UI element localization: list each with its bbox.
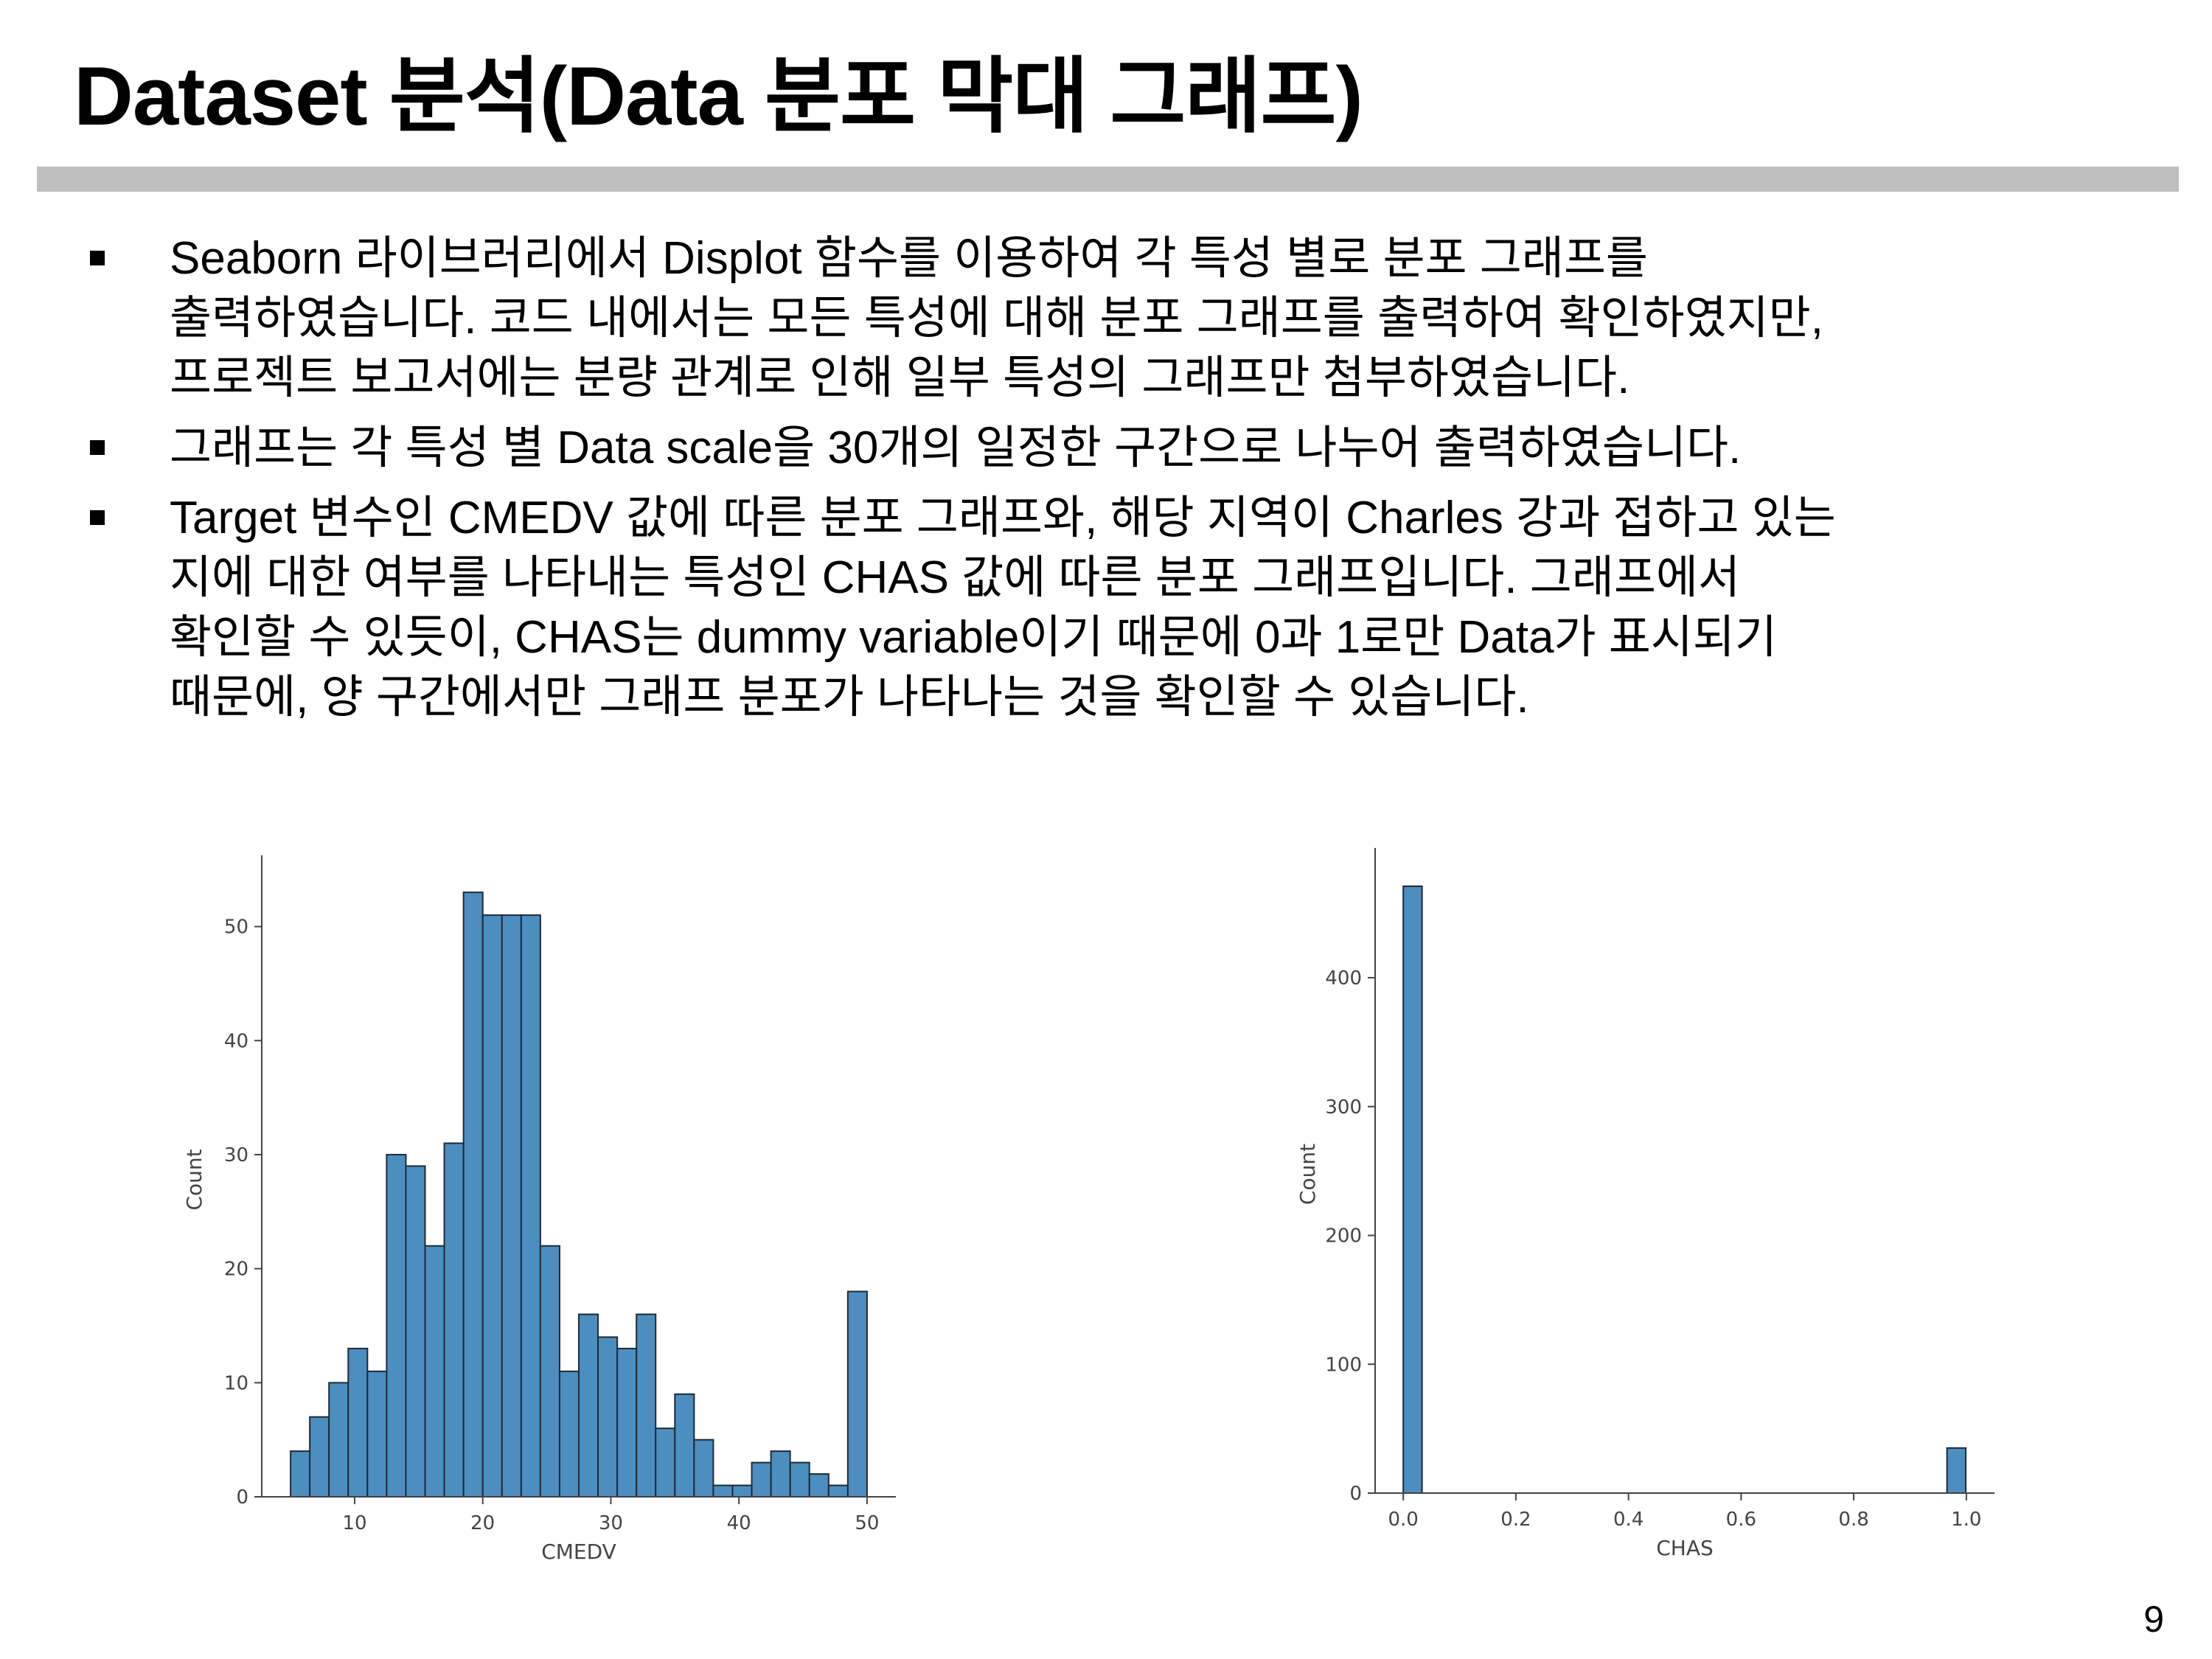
histogram-bar — [636, 1313, 657, 1498]
bullet-marker — [90, 251, 105, 265]
bullet-line: Target 변수인 CMEDV 값에 따른 분포 그래프와, 해당 지역이 C… — [170, 493, 1836, 543]
histogram-bar — [558, 1370, 580, 1498]
cmedv-histogram: 0 10 20 30 40 50 10 20 30 40 50 CMEDV Count — [182, 855, 896, 1564]
bullet-line: Seaborn 라이브러리에서 Displot 함수를 이용하여 각 특성 별로… — [170, 233, 1648, 284]
y-tick-label: 200 — [1325, 1225, 1362, 1248]
bullet-list: Seaborn 라이브러리에서 Displot 함수를 이용하여 각 특성 별로… — [81, 229, 2146, 737]
histogram-bar — [290, 1450, 311, 1498]
x-tick-label: 0.2 — [1500, 1509, 1531, 1531]
x-tick-label: 1.0 — [1951, 1509, 1981, 1531]
histogram-bar — [309, 1416, 330, 1498]
x-axis-label: CHAS — [1656, 1536, 1714, 1560]
y-tick-label: 20 — [224, 1259, 248, 1281]
histogram-bar — [712, 1484, 734, 1498]
histogram-bar — [751, 1461, 772, 1498]
page-number: 9 — [2143, 1599, 2164, 1640]
y-tick-label: 400 — [1325, 967, 1362, 990]
histogram-bar — [597, 1336, 619, 1498]
histogram-bar — [616, 1347, 638, 1498]
x-tick-label: 20 — [470, 1512, 495, 1534]
x-tick-label: 40 — [727, 1512, 751, 1534]
x-tick-label: 0.4 — [1613, 1509, 1644, 1531]
y-tick-label: 40 — [224, 1030, 248, 1052]
bullet-item: 그래프는 각 특성 별 Data scale을 30개의 일정한 구간으로 나누… — [81, 418, 2146, 478]
histogram-bar — [1946, 1447, 1967, 1494]
bullet-line: 그래프는 각 특성 별 Data scale을 30개의 일정한 구간으로 나누… — [170, 422, 1742, 473]
histogram-bar — [674, 1393, 695, 1498]
histogram-bar — [827, 1484, 849, 1498]
bullet-marker — [90, 440, 105, 455]
y-axis-label: Count — [182, 1149, 206, 1210]
y-tick-label: 0 — [1349, 1483, 1362, 1505]
histogram-bar — [808, 1473, 830, 1498]
histogram-bar — [789, 1461, 810, 1498]
y-tick-label: 30 — [224, 1144, 248, 1166]
y-axis-label: Count — [1295, 1144, 1320, 1205]
y-tick-label: 10 — [224, 1372, 248, 1394]
histogram-bar — [520, 914, 541, 1498]
histogram-bar — [655, 1427, 676, 1498]
histogram-bar — [539, 1245, 560, 1498]
histogram-bar — [366, 1370, 388, 1498]
bullet-item: Target 변수인 CMEDV 값에 따른 분포 그래프와, 해당 지역이 C… — [81, 488, 2146, 727]
slide-title: Dataset 분석(Data 분포 막대 그래프) — [74, 50, 1363, 142]
bullet-line: 프로젝트 보고서에는 분량 관계로 인해 일부 특성의 그래프만 첨부하였습니다… — [170, 352, 1630, 403]
bullet-line: 때문에, 양 구간에서만 그래프 분포가 나타나는 것을 확인할 수 있습니다. — [170, 672, 1529, 723]
histogram-bar — [443, 1142, 465, 1498]
x-tick-label: 10 — [342, 1512, 366, 1534]
y-tick-label: 50 — [224, 917, 248, 939]
histogram-bar — [770, 1450, 791, 1498]
bullet-line: 지에 대한 여부를 나타내는 특성인 CHAS 값에 따른 분포 그래프입니다.… — [170, 552, 1740, 603]
histogram-bar — [386, 1153, 407, 1498]
x-tick-label: 50 — [855, 1512, 879, 1534]
histogram-bar — [846, 1290, 868, 1498]
histogram-bar — [578, 1313, 599, 1498]
x-tick-label: 0.8 — [1838, 1509, 1868, 1531]
bullet-item: Seaborn 라이브러리에서 Displot 함수를 이용하여 각 특성 별로… — [81, 229, 2146, 408]
histogram-bar — [328, 1382, 349, 1498]
y-tick-label: 300 — [1325, 1096, 1362, 1119]
title-divider — [37, 167, 2179, 192]
histogram-bar — [424, 1245, 445, 1498]
histogram-bar — [462, 891, 484, 1498]
x-tick-label: 0.0 — [1388, 1509, 1419, 1531]
histogram-bar — [731, 1484, 753, 1498]
bullet-line: 확인할 수 있듯이, CHAS는 dummy variable이기 때문에 0과… — [170, 612, 1777, 663]
bullet-marker — [90, 510, 105, 525]
x-tick-label: 30 — [599, 1512, 623, 1534]
histogram-bar — [1402, 885, 1423, 1494]
x-tick-label: 0.6 — [1726, 1509, 1756, 1531]
histogram-bar — [347, 1347, 369, 1498]
histogram-bar — [481, 914, 503, 1498]
histogram-bar — [693, 1439, 714, 1498]
y-tick-label: 0 — [236, 1486, 248, 1509]
histogram-bar — [501, 914, 522, 1498]
chas-histogram: 0 100 200 300 400 0.0 0.2 0.4 0.6 0.8 1.0 CHAS Count — [1295, 848, 1994, 1560]
y-tick-label: 100 — [1325, 1354, 1362, 1376]
x-axis-label: CMEDV — [541, 1540, 616, 1564]
histogram-bar — [405, 1165, 426, 1498]
bullet-line: 출력하였습니다. 코드 내에서는 모든 특성에 대해 분포 그래프를 출력하여 … — [170, 293, 1823, 344]
